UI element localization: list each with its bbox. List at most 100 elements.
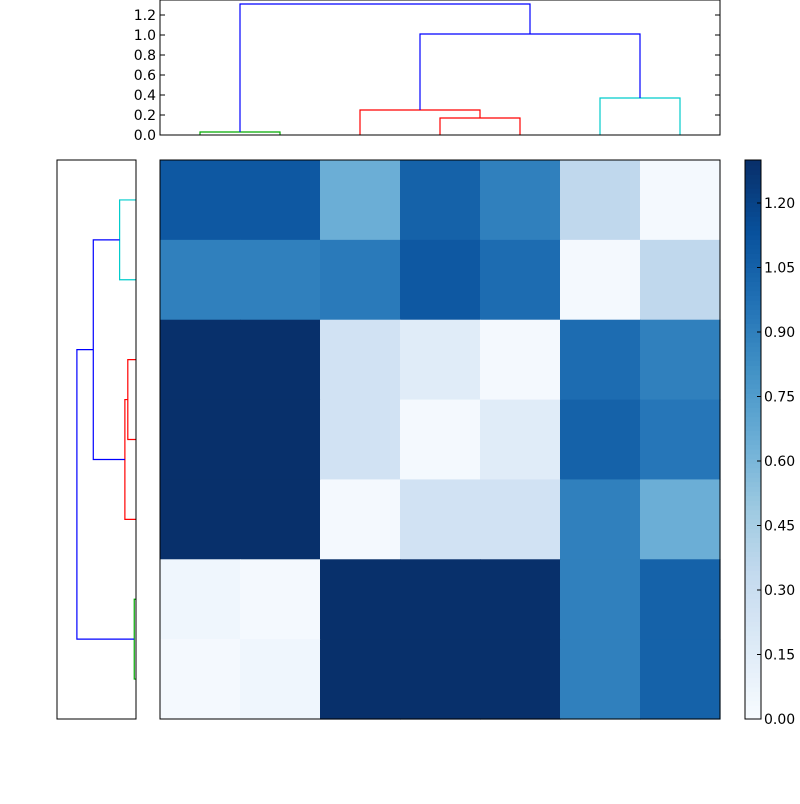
colorbar-segment-45 (745, 504, 761, 511)
colorbar-segment-38 (745, 537, 761, 543)
colorbar-segment-82 (745, 332, 761, 338)
colorbar-segment-48 (745, 490, 761, 497)
colorbar-segment-26 (745, 593, 761, 599)
colorbar-segment-49 (745, 486, 761, 492)
left-dendrogram (56, 159, 137, 720)
colorbar-segment-62 (745, 425, 761, 431)
heatmap-cell-r0-c6 (640, 160, 721, 241)
colorbar-segment-14 (745, 649, 761, 655)
top-dendrogram-ytick-label-1: 0.2 (134, 108, 156, 124)
top-dendrogram-ytick-label-6: 1.2 (134, 8, 156, 24)
colorbar-segment-74 (745, 369, 761, 376)
colorbar-segment-3 (745, 700, 761, 706)
colorbar-segment-89 (745, 299, 761, 306)
heatmap-cell-r3-c3 (400, 399, 481, 481)
colorbar-segment-80 (745, 341, 761, 348)
colorbar-segment-40 (745, 528, 761, 534)
top-dendrogram-link-2 (359, 109, 481, 135)
colorbar-segment-117 (745, 169, 761, 175)
colorbar-tick-label-4: 0.60 (764, 454, 795, 470)
left-dendrogram-link-2 (124, 398, 136, 520)
top-dendrogram-ytick-label-4: 0.8 (134, 48, 156, 64)
colorbar-segment-36 (745, 546, 761, 553)
colorbar-segment-72 (745, 378, 761, 385)
heatmap-cell-r0-c1 (240, 160, 321, 241)
colorbar-segment-100 (745, 248, 761, 254)
colorbar-segment-57 (745, 448, 761, 455)
heatmap-cell-r5-c3 (400, 559, 481, 640)
colorbar-segment-95 (745, 271, 761, 278)
colorbar-segment-69 (745, 392, 761, 399)
colorbar-tick-label-2: 0.30 (764, 583, 795, 599)
heatmap-cell-r3-c6 (640, 399, 721, 481)
colorbar-segment-0 (745, 714, 761, 720)
colorbar-tick-label-3: 0.45 (764, 519, 795, 535)
heatmap-cell-r1-c4 (480, 239, 561, 321)
heatmap-cell-r5-c5 (560, 559, 641, 640)
left-dendrogram-frame (56, 159, 137, 720)
heatmap-cell-r5-c6 (640, 559, 721, 640)
heatmap-cell-r0-c4 (480, 160, 561, 241)
heatmap-cell-r6-c5 (560, 639, 641, 720)
colorbar-segment-110 (745, 201, 761, 208)
top-dendrogram-link-3 (599, 97, 681, 135)
colorbar-segment-81 (745, 337, 761, 343)
colorbar-segment-59 (745, 439, 761, 445)
heatmap-cell-r2-c1 (240, 319, 321, 401)
colorbar-segment-46 (745, 500, 761, 506)
colorbar-segment-15 (745, 644, 761, 650)
colorbar-segment-87 (745, 309, 761, 315)
colorbar-segment-16 (745, 639, 761, 646)
heatmap-cell-r0-c2 (320, 160, 401, 241)
colorbar-segment-53 (745, 467, 761, 473)
heatmap-cell-r3-c5 (560, 399, 641, 481)
colorbar-segment-94 (745, 276, 761, 282)
colorbar-segment-1 (745, 709, 761, 716)
heatmap-cell-r2-c6 (640, 319, 721, 401)
colorbar-segment-83 (745, 327, 761, 334)
colorbar-segment-77 (745, 355, 761, 362)
colorbar-segment-65 (745, 411, 761, 418)
colorbar-segment-98 (745, 257, 761, 264)
colorbar-segment-22 (745, 611, 761, 618)
colorbar-segment-70 (745, 388, 761, 394)
colorbar-tick-label-8: 1.20 (764, 196, 795, 212)
colorbar-segment-73 (745, 374, 761, 380)
heatmap-cell-r1-c6 (640, 239, 721, 321)
top-dendrogram-link-1 (439, 117, 521, 135)
colorbar-segment-6 (745, 686, 761, 692)
colorbar-segment-116 (745, 173, 761, 180)
colorbar-segment-19 (745, 625, 761, 632)
heatmap-cell-r2-c4 (480, 319, 561, 401)
colorbar-segment-27 (745, 588, 761, 595)
colorbar-segment-68 (745, 397, 761, 404)
colorbar-segment-115 (745, 178, 761, 185)
heatmap-cell-r6-c1 (240, 639, 321, 720)
colorbar-segment-114 (745, 183, 761, 189)
colorbar-segment-97 (745, 262, 761, 268)
heatmap-cell-r4-c0 (160, 479, 241, 560)
colorbar-tick-label-5: 0.75 (764, 390, 795, 406)
heatmap (159, 159, 721, 720)
top-dendrogram-ytick-label-0: 0.0 (134, 128, 156, 144)
colorbar-segment-55 (745, 458, 761, 464)
heatmap-cell-r2-c0 (160, 319, 241, 401)
heatmap-cell-r1-c0 (160, 239, 241, 321)
heatmap-cell-r3-c4 (480, 399, 561, 481)
colorbar-segment-43 (745, 514, 761, 520)
colorbar-segment-91 (745, 290, 761, 296)
heatmap-frame (159, 159, 721, 720)
heatmap-cell-r0-c0 (160, 160, 241, 241)
colorbar-frame (744, 159, 762, 720)
heatmap-cell-r6-c6 (640, 639, 721, 720)
colorbar-segment-93 (745, 281, 761, 287)
colorbar-segment-5 (745, 691, 761, 697)
colorbar-segment-119 (745, 160, 761, 166)
colorbar-segment-42 (745, 518, 761, 525)
heatmap-cell-r4-c2 (320, 479, 401, 560)
heatmap-cell-r4-c1 (240, 479, 321, 560)
colorbar-segment-29 (745, 579, 761, 585)
colorbar-tick-label-6: 0.90 (764, 325, 795, 341)
heatmap-cell-r3-c1 (240, 399, 321, 481)
